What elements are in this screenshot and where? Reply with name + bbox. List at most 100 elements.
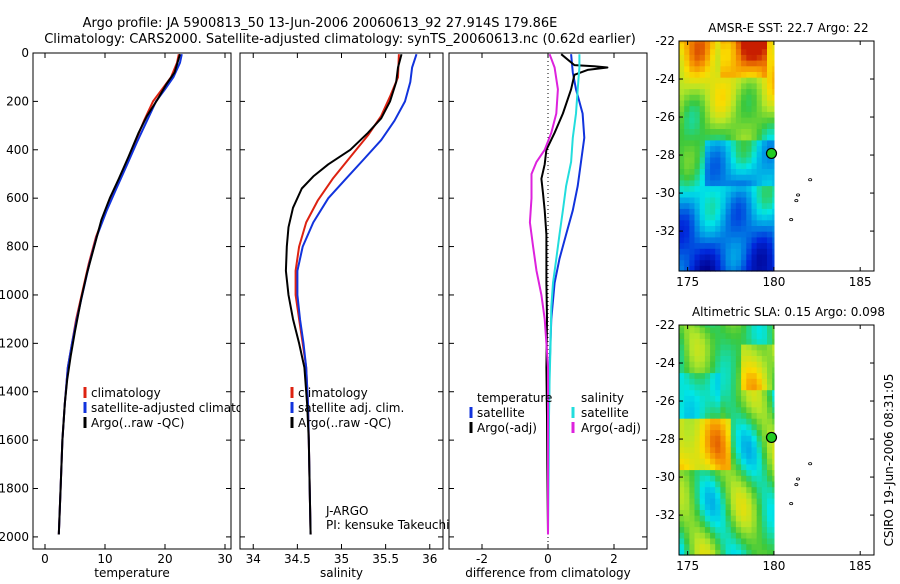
heatmap-cell [772,225,775,232]
heatmap-cell [767,248,773,255]
heatmap-cell [741,469,747,476]
heatmap-cell [767,378,773,385]
heatmap-cell [735,509,742,516]
heatmap-cell [767,54,773,61]
heatmap-cell [761,537,768,545]
sla-map-ytick-label: -22 [655,318,675,332]
heatmap-cell [761,168,768,175]
heatmap-cell [746,134,753,141]
heatmap-cell [725,236,732,244]
heatmap-cell [699,355,706,362]
heatmap-cell [735,105,742,112]
heatmap-cell [746,486,753,493]
heatmap-cell [735,253,742,261]
heatmap-cell [684,248,690,255]
heatmap-cell [720,60,727,67]
heatmap-cell [720,168,727,175]
heatmap-cell [694,344,701,351]
heatmap-cell [710,41,716,44]
heatmap-cell [720,219,727,226]
heatmap-cell [694,42,701,50]
heatmap-cell [684,509,690,516]
heatmap-cell [679,185,685,192]
heatmap-cell [694,134,701,141]
heatmap-cell [751,361,758,368]
heatmap-cell [767,174,773,181]
heatmap-cell [756,185,763,192]
heatmap-cell [772,60,775,67]
heatmap-cell [767,537,773,545]
heatmap-cell [730,429,737,436]
heatmap-cell [725,509,732,516]
depth-tick-label: 600 [6,191,29,205]
heatmap-cell [704,378,711,385]
heatmap-cell [715,157,721,164]
heatmap-cell [720,498,727,505]
heatmap-cell [735,208,742,215]
heatmap-cell [730,532,737,539]
heatmap-cell [751,128,758,135]
heatmap-cell [746,383,753,391]
heatmap-cell [741,401,747,408]
heatmap-cell [741,503,747,510]
heatmap-cell [741,231,747,238]
heatmap-cell [689,157,696,164]
heatmap-cell [751,366,758,374]
heatmap-cell [735,196,742,204]
heatmap-cell [767,71,773,78]
sla-map-title: Altimetric SLA: 0.15 Argo: 0.098 [692,305,885,319]
heatmap-cell [679,372,685,379]
heatmap-cell [756,214,763,221]
heatmap-cell [679,117,685,124]
heatmap-cell [684,326,690,334]
heatmap-cell [699,88,706,95]
heatmap-cell [684,128,690,135]
heatmap-cell [746,202,753,209]
heatmap-cell [715,196,721,204]
heatmap-cell [756,208,763,215]
heatmap-cell [694,361,701,368]
heatmap-cell [761,452,768,459]
heatmap-cell [689,515,696,522]
heatmap-cell [694,191,701,198]
heatmap-cell [751,441,758,448]
heatmap-cell [746,208,753,215]
heatmap-cell [694,214,701,221]
heatmap-cell [679,71,685,78]
heatmap-cell [710,543,716,550]
heatmap-cell [741,196,747,204]
heatmap-cell [684,42,690,50]
heatmap-cell [679,326,685,334]
heatmap-cell [689,389,696,396]
sst-map-ytick-label: -26 [655,110,675,124]
heatmap-cell [679,139,685,147]
heatmap-cell [735,349,742,356]
sla-map-ytick-label: -26 [655,394,675,408]
heatmap-cell [679,41,685,44]
heatmap-cell [679,338,685,345]
heatmap-cell [710,429,716,436]
heatmap-cell [751,480,758,488]
heatmap-cell [725,185,732,192]
heatmap-cell [694,236,701,244]
heatmap-cell [746,236,753,244]
heatmap-cell [746,412,753,419]
heatmap-cell [704,225,711,232]
heatmap-cell [704,202,711,209]
heatmap-cell [699,248,706,255]
heatmap-cell [679,395,685,402]
heatmap-cell [761,446,768,453]
heatmap-cell [684,174,690,181]
heatmap-cell [746,406,753,413]
heatmap-cell [679,236,685,244]
heatmap-cell [772,42,775,50]
heatmap-cell [704,48,711,55]
heatmap-cell [720,82,727,90]
heatmap-cell [751,122,758,129]
heatmap-cell [710,42,716,50]
heatmap-cell [679,105,685,112]
heatmap-cell [684,406,690,413]
heatmap-cell [689,174,696,181]
heatmap-cell [767,111,773,118]
legend-label: temperature [477,391,552,405]
